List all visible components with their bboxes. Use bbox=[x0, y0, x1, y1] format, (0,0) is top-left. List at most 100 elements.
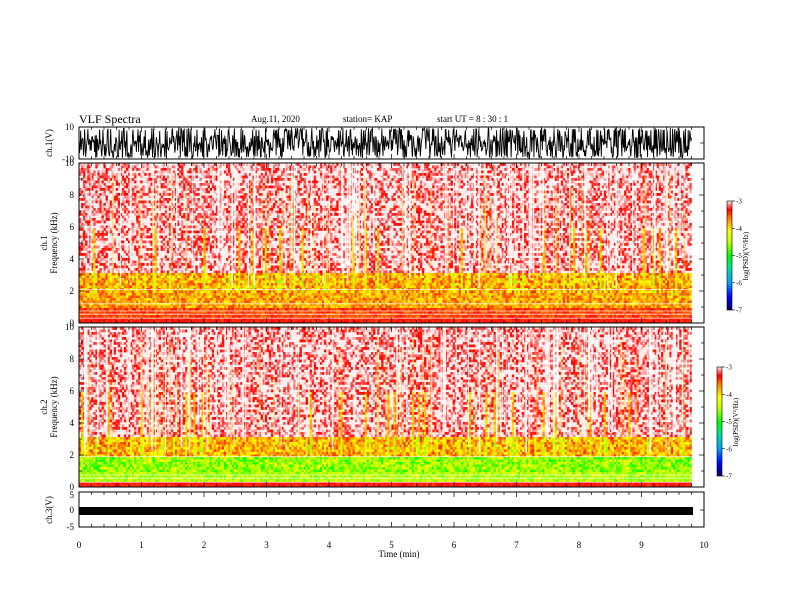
spectrogram-cell bbox=[122, 228, 124, 231]
spectrogram-cell bbox=[132, 173, 134, 176]
spectrogram-cell bbox=[153, 301, 155, 304]
spectrogram-cell bbox=[101, 306, 103, 309]
spectrogram-cell bbox=[93, 278, 95, 281]
spectrogram-cell bbox=[108, 243, 110, 246]
spectrogram-cell bbox=[124, 283, 126, 286]
spectrogram-cell bbox=[136, 231, 138, 234]
spectrogram-cell bbox=[97, 196, 99, 199]
spectrogram-cell bbox=[108, 208, 110, 211]
spectrogram-cell bbox=[106, 171, 108, 174]
spectrogram-cell bbox=[118, 223, 120, 226]
spectrogram-cell bbox=[93, 248, 95, 251]
spectrogram-cell bbox=[142, 281, 144, 284]
spectrogram-cell bbox=[144, 258, 146, 261]
spectrogram-cell bbox=[110, 296, 112, 299]
spectrogram-cell bbox=[136, 251, 138, 254]
spectrogram-cell bbox=[118, 301, 120, 304]
spectrogram-cell bbox=[104, 276, 106, 279]
spectrogram-cell bbox=[85, 293, 87, 296]
spectrogram-cell bbox=[118, 271, 120, 274]
spectrogram-cell bbox=[97, 283, 99, 286]
spectrogram-cell bbox=[128, 308, 130, 311]
spectrogram-cell bbox=[144, 241, 146, 244]
spectrogram-cell bbox=[108, 298, 110, 301]
spectrogram-cell bbox=[144, 293, 146, 296]
spectrogram-cell bbox=[81, 248, 83, 251]
spectrogram-cell bbox=[104, 298, 106, 301]
spectrogram-cell bbox=[155, 181, 157, 184]
spectrogram-cell bbox=[118, 296, 120, 299]
spectrogram-cell bbox=[85, 206, 87, 209]
spectrogram-cell bbox=[101, 273, 103, 276]
spectrogram-cell bbox=[134, 201, 136, 204]
spectrogram-cell bbox=[95, 273, 97, 276]
spectrogram-cell bbox=[104, 308, 106, 311]
spectrogram-cell bbox=[134, 271, 136, 274]
spectrogram-cell bbox=[132, 276, 134, 279]
spectrogram-cell bbox=[83, 188, 85, 191]
spectrogram-cell bbox=[114, 198, 116, 201]
spectrogram-cell bbox=[81, 261, 83, 264]
ch1-waveform-ylabel: ch.1(V) bbox=[44, 129, 54, 157]
spectrogram-cell bbox=[97, 246, 99, 249]
spectrogram-cell bbox=[108, 293, 110, 296]
spectrogram-cell bbox=[126, 196, 128, 199]
spectrogram-cell bbox=[144, 283, 146, 286]
spectrogram-cell bbox=[142, 216, 144, 219]
spectrogram-cell bbox=[116, 308, 118, 311]
spectrogram-cell bbox=[104, 203, 106, 206]
spectrogram-cell bbox=[83, 281, 85, 284]
spectrogram-cell bbox=[122, 278, 124, 281]
spectrogram-cell bbox=[116, 178, 118, 181]
spectrogram-cell bbox=[110, 178, 112, 181]
spectrogram-cell bbox=[116, 183, 118, 186]
spectrogram-cell bbox=[95, 308, 97, 311]
spectrogram-cell bbox=[81, 243, 83, 246]
spectrogram-cell bbox=[140, 176, 142, 179]
spectrogram-cell bbox=[95, 188, 97, 191]
spectrogram-cell bbox=[81, 286, 83, 289]
spectrogram-cell bbox=[91, 206, 93, 209]
spectrogram-cell bbox=[110, 166, 112, 169]
spectrogram-cell bbox=[85, 233, 87, 236]
spectrogram-cell bbox=[157, 278, 159, 281]
spectrogram-cell bbox=[126, 166, 128, 169]
spectrogram-cell bbox=[132, 263, 134, 266]
spectrogram-cell bbox=[81, 236, 83, 239]
spectrogram-cell bbox=[136, 293, 138, 296]
spectrogram-cell bbox=[132, 228, 134, 231]
spectrogram-cell bbox=[97, 286, 99, 289]
spectrogram-cell bbox=[93, 286, 95, 289]
spectrogram-cell bbox=[148, 236, 150, 239]
spectrogram-cell bbox=[148, 298, 150, 301]
spectrogram-cell bbox=[104, 263, 106, 266]
spectrogram-cell bbox=[142, 213, 144, 216]
spectrogram-cell bbox=[159, 278, 161, 281]
spectrogram-cell bbox=[81, 228, 83, 231]
spectrogram-cell bbox=[142, 206, 144, 209]
spectrogram-cell bbox=[126, 176, 128, 179]
spectrogram-cell bbox=[124, 196, 126, 199]
spectrogram-cell bbox=[89, 293, 91, 296]
spectrogram-cell bbox=[89, 278, 91, 281]
spectrogram-cell bbox=[124, 261, 126, 264]
spectrogram-cell bbox=[124, 171, 126, 174]
spectrogram-cell bbox=[142, 296, 144, 299]
spectrogram-cell bbox=[110, 306, 112, 309]
spectrogram-cell bbox=[142, 278, 144, 281]
spectrogram-cell bbox=[104, 241, 106, 244]
spectrogram-cell bbox=[136, 218, 138, 221]
spectrogram-cell bbox=[87, 188, 89, 191]
spectrogram-cell bbox=[120, 308, 122, 311]
spectrogram-cell bbox=[114, 283, 116, 286]
spectrogram-cell bbox=[91, 276, 93, 279]
spectrogram-cell bbox=[93, 283, 95, 286]
spectrogram-cell bbox=[148, 188, 150, 191]
spectrogram-cell bbox=[93, 296, 95, 299]
spectrogram-cell bbox=[124, 278, 126, 281]
spectrogram-cell bbox=[101, 233, 103, 236]
spectrogram-cell bbox=[85, 168, 87, 171]
spectrogram-cell bbox=[101, 251, 103, 254]
spectrogram-cell bbox=[124, 293, 126, 296]
spectrogram-cell bbox=[104, 306, 106, 309]
